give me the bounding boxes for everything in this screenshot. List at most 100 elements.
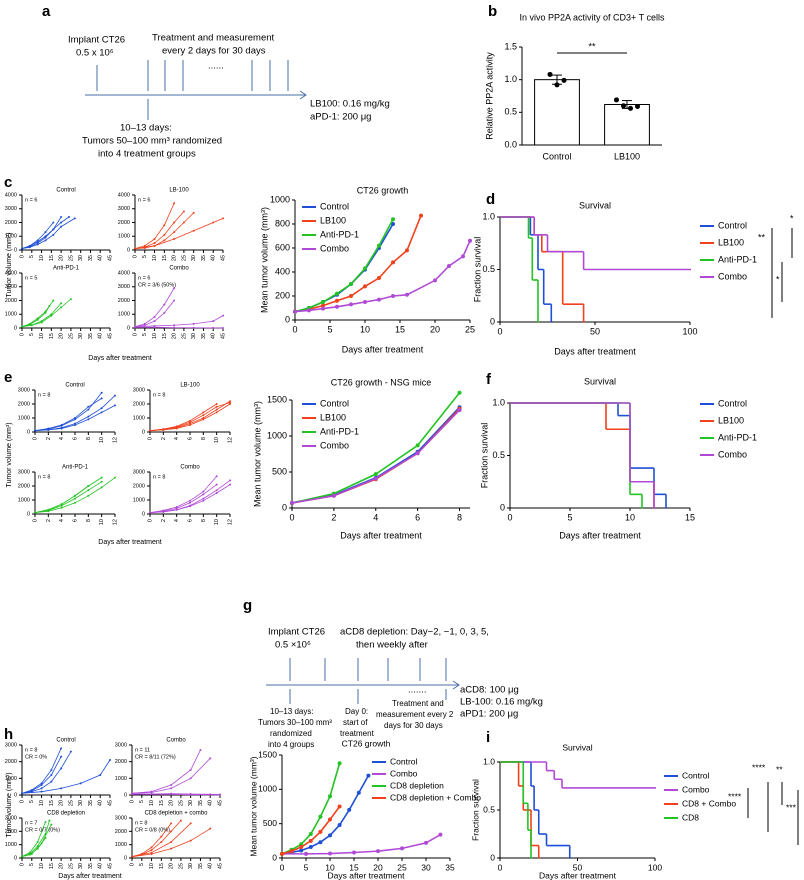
point [60, 306, 63, 309]
x-tick-label: 0 [147, 437, 153, 440]
annotation: CR = 0% [25, 754, 47, 760]
point [44, 239, 47, 242]
x-tick-label: 45 [107, 863, 113, 869]
x-tick-label: 10 [39, 800, 45, 806]
point [99, 774, 102, 776]
x-tick-label: 25 [68, 333, 74, 339]
point [150, 853, 153, 855]
x-tick-label: 0 [147, 519, 153, 522]
y-tick-label: 1500 [258, 749, 277, 759]
line [21, 821, 46, 858]
point [391, 260, 395, 265]
x-tick-label: 0 [129, 863, 135, 866]
point [100, 407, 103, 410]
line [21, 837, 46, 858]
point [189, 769, 192, 771]
point [391, 222, 395, 226]
x-tick-label: 15 [159, 863, 165, 869]
data-point [628, 105, 633, 111]
line [149, 484, 217, 513]
point [143, 324, 146, 327]
x-tick-label: 8 [86, 519, 92, 522]
diagram-text: 0.5 x 10⁶ [76, 48, 114, 59]
y-tick-label: 3000 [133, 469, 145, 475]
x-tick-label: 20 [373, 862, 383, 872]
point [44, 236, 47, 239]
x-tick-label: 5 [29, 863, 35, 866]
chart-title: CT26 growth [357, 185, 409, 195]
x-tick-label: 10 [214, 437, 220, 443]
point [143, 244, 146, 247]
chart-title: In vivo PP2A activity of CD3+ T cells [520, 12, 665, 22]
point [391, 217, 395, 222]
point [153, 326, 156, 329]
legend-label: Control [390, 756, 418, 766]
point [457, 390, 462, 395]
x-tick-label: 10 [214, 519, 220, 525]
x-tick-label: 30 [191, 333, 197, 339]
point [47, 427, 50, 430]
y-tick-label: 0 [14, 247, 17, 253]
point [79, 782, 82, 785]
legend-label: Combo [718, 449, 747, 459]
panel-label: h [4, 726, 13, 743]
y-tick-label: 3000 [18, 469, 30, 475]
x-tick-label: 20 [169, 800, 175, 806]
y-tick-label: 3000 [133, 387, 145, 393]
x-tick-label: 6 [187, 437, 193, 440]
point [209, 827, 212, 830]
data-point [561, 77, 567, 83]
line [34, 398, 102, 431]
point [40, 782, 43, 785]
y-tick-label: 0 [14, 325, 17, 331]
line [134, 315, 224, 328]
point [415, 451, 420, 456]
chart-title: Combo [169, 266, 189, 272]
x-tick-label: 30 [421, 862, 431, 872]
chart-title: Survival [579, 200, 611, 210]
x-tick-label: 0 [129, 800, 135, 803]
legend-label: Anti-PD-1 [320, 426, 359, 436]
chart-title: Anti-PD-1 [53, 266, 80, 272]
point [318, 840, 323, 845]
chart-title: Anti-PD-1 [62, 465, 89, 471]
y-tick-label: 0.5 [504, 107, 517, 117]
annotation: n = 6 [138, 275, 150, 281]
point [163, 303, 166, 306]
x-tick-label: 15 [159, 800, 165, 806]
x-tick-label: 2 [46, 519, 52, 522]
point [60, 767, 63, 770]
x-tick-label: 15 [162, 333, 168, 339]
point [202, 414, 205, 417]
point [60, 506, 63, 509]
point [202, 497, 205, 500]
point [60, 221, 63, 224]
x-axis-label: Days after treatment [342, 344, 424, 354]
y-tick-label: 0 [500, 502, 505, 512]
point [153, 242, 156, 245]
x-axis-label: Days after treatment [559, 530, 641, 540]
chart-title: CD8 depletion [47, 811, 85, 817]
point [377, 276, 381, 280]
diagram-text: every 2 days for 30 days [162, 46, 266, 57]
point [219, 794, 221, 796]
point [318, 814, 323, 819]
point [229, 479, 231, 482]
point [175, 507, 178, 510]
legend-label: Combo [320, 440, 349, 450]
point [321, 306, 325, 311]
point [60, 302, 63, 305]
x-tick-label: 2 [331, 512, 336, 522]
point [163, 233, 166, 236]
point [100, 411, 103, 414]
y-tick-label: 0 [124, 792, 127, 798]
point [337, 823, 342, 828]
diagram-text: ....... [408, 685, 426, 696]
x-tick-label: 45 [217, 800, 223, 806]
point [349, 294, 353, 298]
legend-label: Control [320, 398, 349, 408]
x-tick-label: 6 [187, 519, 193, 522]
point [335, 298, 339, 303]
legend-label: Combo [718, 271, 747, 281]
point [215, 475, 218, 478]
